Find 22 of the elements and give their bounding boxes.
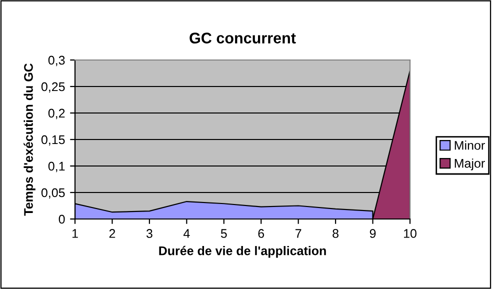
- legend-label: Minor: [454, 140, 485, 150]
- x-tick-label: 2: [109, 229, 116, 238]
- x-tick-label: 9: [370, 229, 376, 238]
- y-tick-label: 0,25: [41, 82, 65, 93]
- x-tick-label: 3: [146, 229, 152, 238]
- y-tick-label: 0,15: [41, 135, 65, 146]
- y-tick-label: 0,05: [41, 188, 65, 199]
- y-tick-label: 0,2: [48, 108, 65, 120]
- y-axis-title: Temps d'exécution du GC: [24, 63, 36, 216]
- x-tick-label: 10: [404, 229, 416, 238]
- x-tick-label: 6: [258, 229, 264, 238]
- x-tick-label: 5: [220, 229, 227, 238]
- legend-label: Major: [454, 158, 485, 170]
- chart-title: GC concurrent: [190, 32, 296, 44]
- x-tick-label: 7: [296, 229, 302, 238]
- y-tick-label: 0,3: [48, 56, 65, 66]
- x-tick-label: 4: [183, 229, 190, 238]
- x-tick-label: 1: [72, 229, 78, 238]
- y-tick-label: 0: [58, 214, 65, 224]
- x-axis-title: Durée de vie de l'application: [159, 246, 326, 258]
- y-tick-label: 0,1: [48, 162, 65, 172]
- x-tick-label: 8: [332, 229, 338, 238]
